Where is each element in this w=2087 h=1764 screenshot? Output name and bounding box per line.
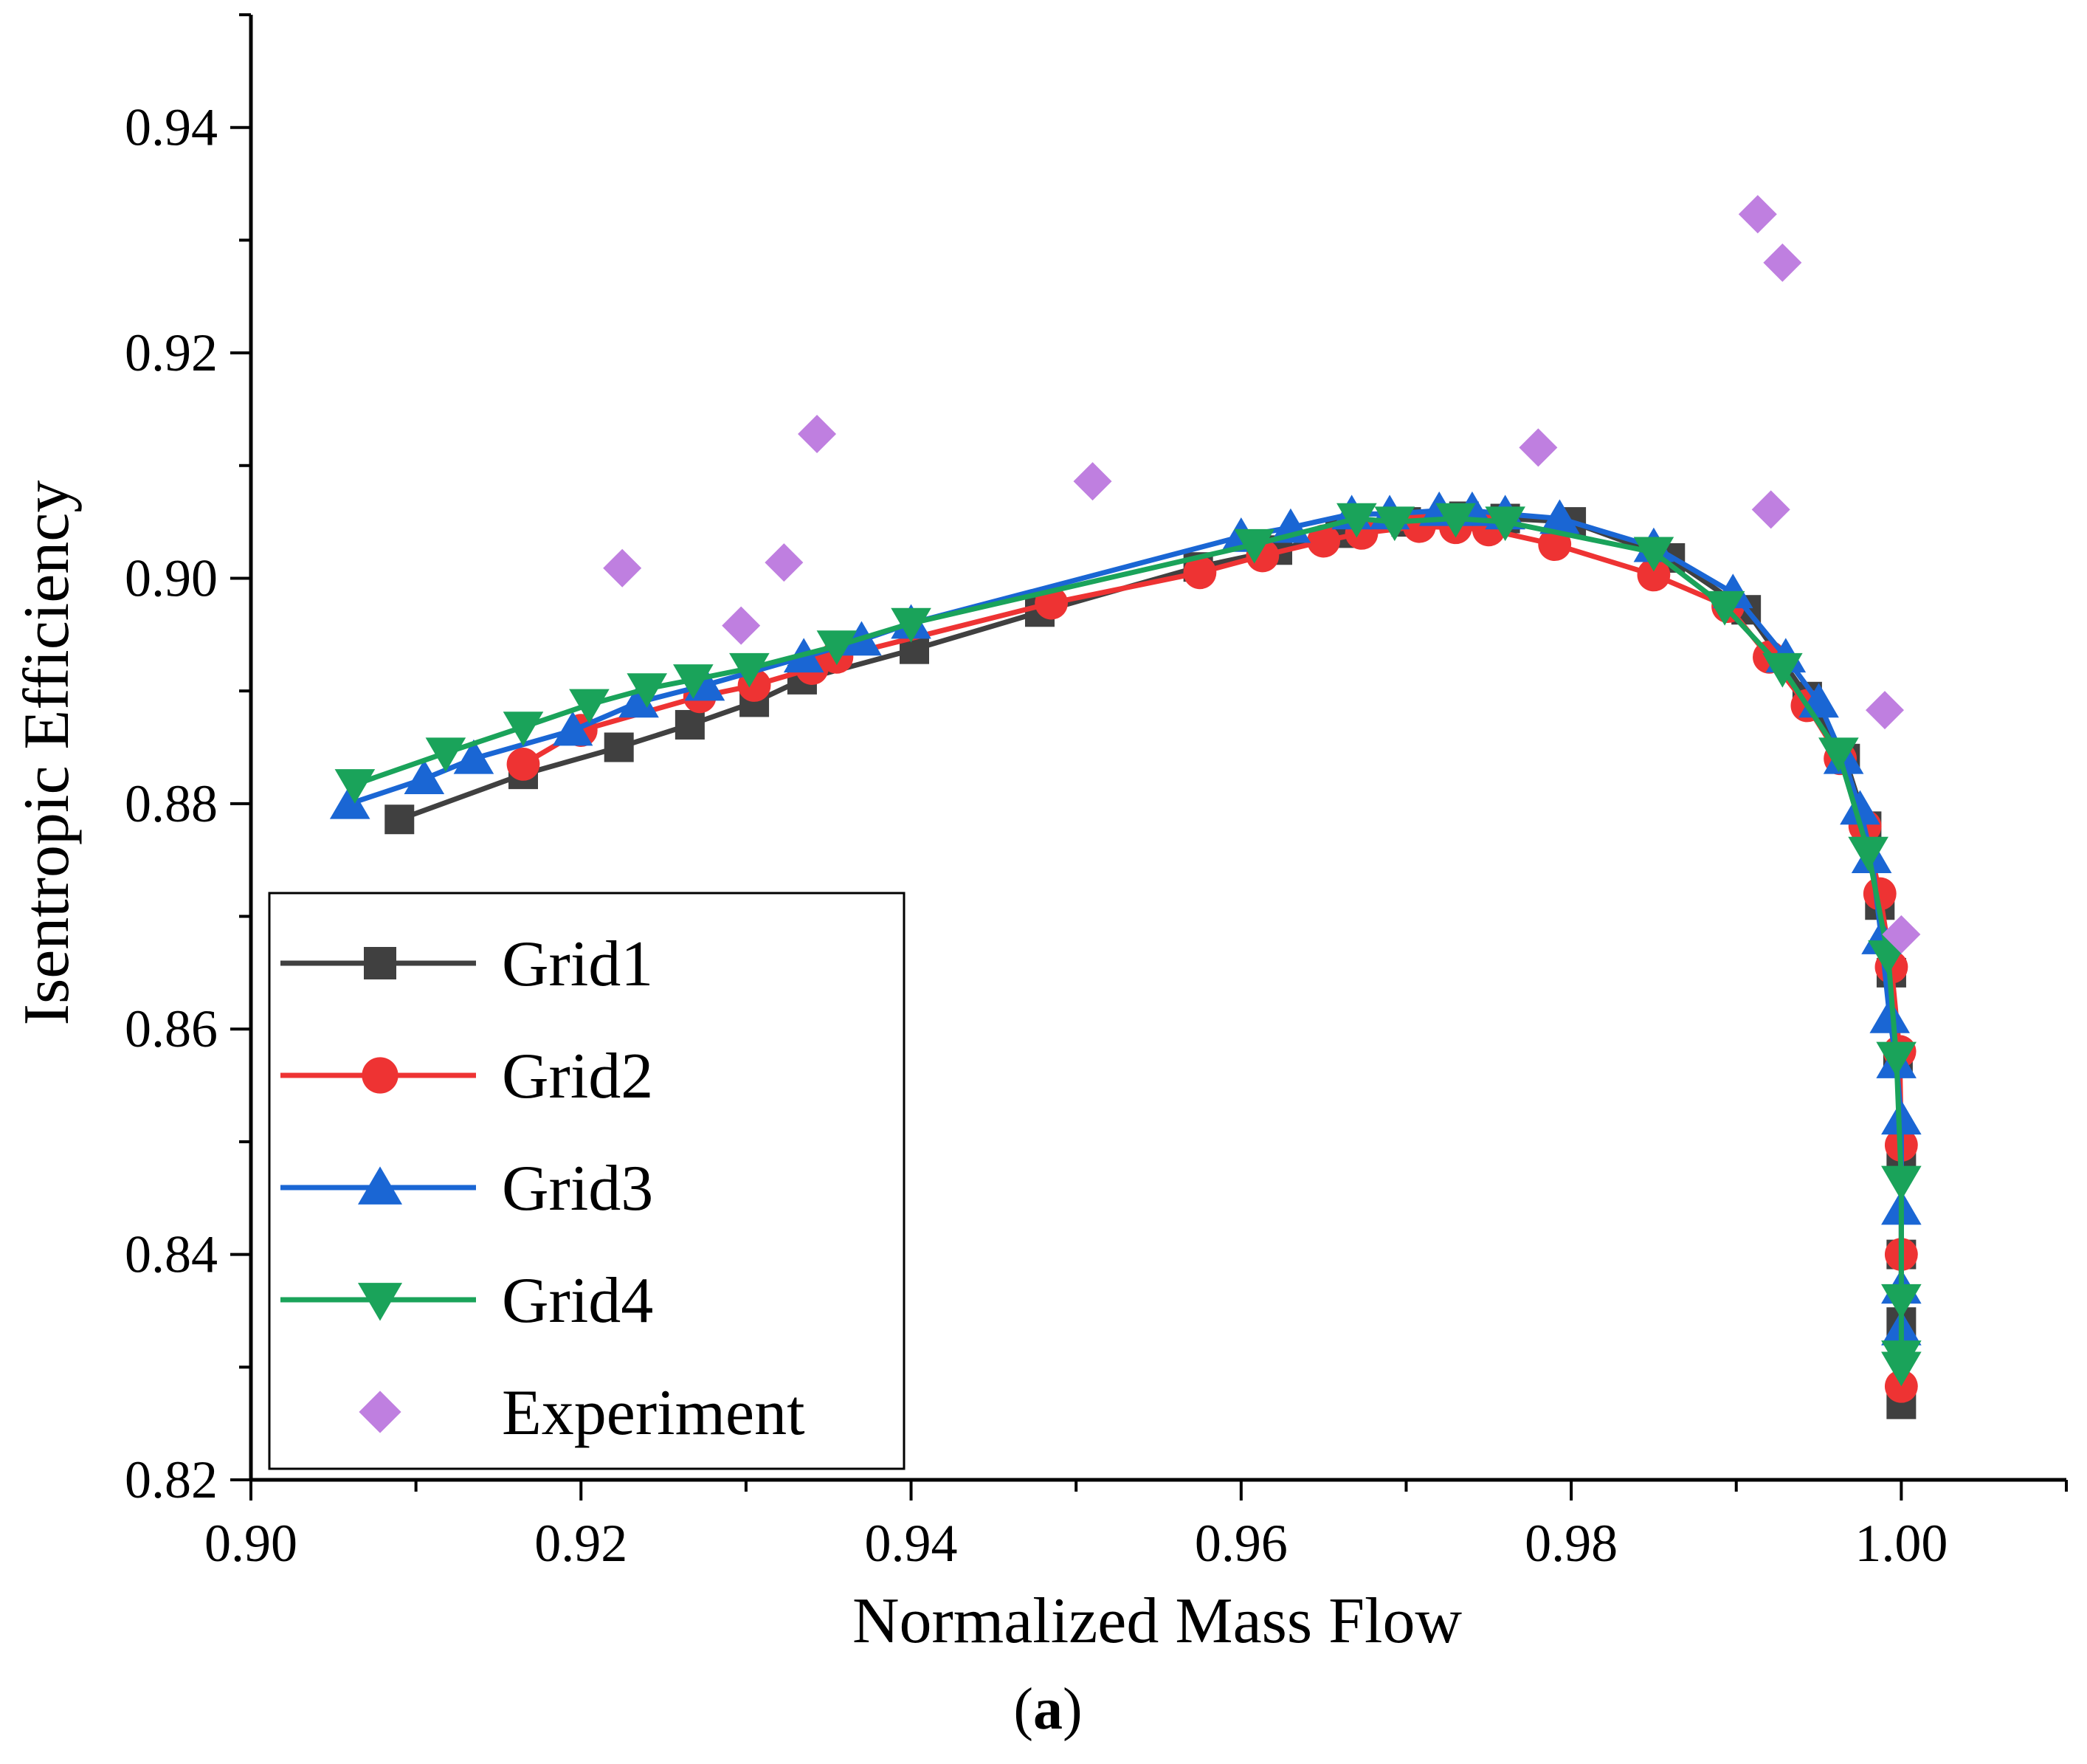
experiment-point <box>1519 428 1558 467</box>
series-experiment <box>603 195 1921 954</box>
legend-item-grid4: Grid4 <box>280 1265 653 1337</box>
x-tick-label: 0.98 <box>1525 1514 1618 1573</box>
legend-label: Grid4 <box>502 1265 653 1337</box>
grid4-point <box>1704 590 1745 626</box>
grid2-point <box>1183 556 1217 590</box>
x-tick-label: 1.00 <box>1855 1514 1948 1573</box>
grid2-point <box>1307 524 1341 558</box>
x-tick-label: 0.90 <box>204 1514 297 1573</box>
grid3-point <box>618 683 659 718</box>
grid4-point <box>627 673 668 709</box>
experiment-point <box>1073 462 1112 501</box>
grid3-point <box>1869 998 1911 1033</box>
legend-marker <box>357 1166 403 1205</box>
grid3-point <box>1539 499 1580 534</box>
legend-marker <box>364 947 396 979</box>
grid2-point <box>1637 558 1671 592</box>
grid4-point <box>891 607 931 643</box>
plot-area <box>329 195 1922 1419</box>
experiment-point <box>1763 243 1802 282</box>
grid4-point <box>816 630 858 666</box>
grid4-point <box>334 769 376 804</box>
legend-item-grid3: Grid3 <box>280 1153 653 1224</box>
grid3-point <box>453 739 494 774</box>
grid4-point <box>1881 1284 1922 1319</box>
legend-marker <box>359 1391 401 1433</box>
caption-open: ( <box>1013 1677 1033 1742</box>
x-axis-title: Normalized Mass Flow <box>852 1585 1463 1657</box>
grid2-point <box>1863 877 1897 911</box>
grid3-point <box>329 784 370 819</box>
legend: Grid1 Grid2 Grid3 Grid4 Experiment <box>268 892 905 1470</box>
y-tick-label: 0.82 <box>125 1450 218 1509</box>
y-tick-label: 0.94 <box>125 98 218 157</box>
y-tick-label: 0.88 <box>125 774 218 833</box>
series-grid4 <box>334 503 1922 1387</box>
grid3-point <box>552 711 593 746</box>
grid1-point <box>604 732 634 762</box>
grid4-point <box>1234 528 1275 564</box>
x-tick-label: 0.96 <box>1195 1514 1288 1573</box>
grid4-point <box>1633 537 1674 572</box>
y-tick-label: 0.86 <box>125 999 218 1058</box>
experiment-point <box>722 606 761 645</box>
experiment-point <box>1738 195 1777 234</box>
axes: 0.90 0.92 0.94 0.96 0.98 1.00 0.82 0.84 0.86 0.88… <box>125 13 2068 1573</box>
legend-item-grid2: Grid2 <box>280 1041 653 1112</box>
caption-close: ) <box>1063 1677 1083 1742</box>
grid4-point <box>1881 1165 1922 1201</box>
y-tick-label: 0.92 <box>125 323 218 382</box>
legend-label: Experiment <box>502 1377 805 1449</box>
experiment-point <box>1882 914 1921 954</box>
grid4-point <box>1881 1351 1922 1387</box>
legend-label: Grid1 <box>502 928 653 1000</box>
grid4-point <box>1435 503 1476 538</box>
caption-label: a <box>1033 1677 1063 1742</box>
figure-caption: (a) <box>1013 1677 1082 1742</box>
grid4-point <box>729 652 770 688</box>
legend-marker <box>357 1283 403 1321</box>
grid3-point <box>404 759 445 795</box>
grid4-point <box>1848 836 1888 872</box>
grid4-point <box>503 712 544 747</box>
legend-marker <box>362 1057 399 1094</box>
experiment-point <box>1751 490 1790 529</box>
experiment-point <box>1866 691 1904 730</box>
experiment-point <box>603 548 642 588</box>
grid4-point <box>1818 737 1859 773</box>
grid4-point <box>1876 1041 1917 1077</box>
x-tick-label: 0.92 <box>534 1514 627 1573</box>
legend-item-experiment: Experiment <box>359 1377 805 1449</box>
grid2-point <box>506 748 540 781</box>
grid1-point <box>675 709 705 740</box>
grid4-point <box>673 664 714 699</box>
grid1-point <box>384 805 415 835</box>
legend-label: Grid3 <box>502 1153 653 1224</box>
grid4-point <box>425 737 466 773</box>
grid3-point <box>1840 790 1880 825</box>
experiment-point <box>765 543 804 582</box>
y-axis-title: Isentropic Efficiency <box>11 480 83 1026</box>
y-tick-label: 0.84 <box>125 1225 218 1284</box>
legend-label: Grid2 <box>502 1041 653 1112</box>
y-tick-label: 0.90 <box>125 548 218 607</box>
grid4-point <box>1485 506 1525 542</box>
x-tick-label: 0.94 <box>865 1514 958 1573</box>
experiment-point <box>798 415 837 454</box>
grid4-point <box>1374 506 1415 542</box>
grid4-point <box>1336 503 1377 538</box>
legend-item-grid1: Grid1 <box>280 928 653 1000</box>
grid4-point <box>1762 652 1803 688</box>
grid4-point <box>569 689 610 724</box>
